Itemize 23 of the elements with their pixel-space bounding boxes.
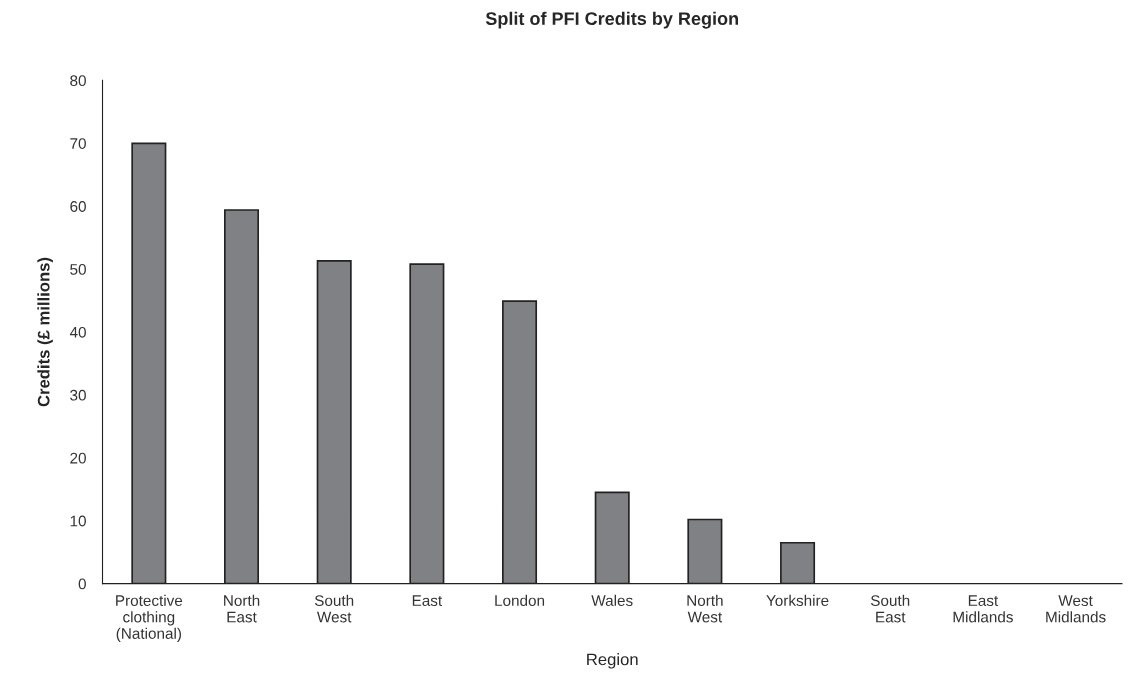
y-axis-title: Credits (£ millions) bbox=[37, 257, 53, 407]
x-tick-label: South East bbox=[870, 594, 910, 623]
y-tick-label: 40 bbox=[69, 326, 86, 338]
y-tick-label: 70 bbox=[70, 138, 86, 149]
y-tick-label: 50 bbox=[70, 263, 86, 275]
y-tick-label: 60 bbox=[70, 201, 86, 212]
x-tick-label: West Midlands bbox=[1046, 595, 1106, 623]
x-tick-label: Wales bbox=[591, 594, 633, 606]
y-tick-label: 10 bbox=[70, 515, 86, 527]
x-tick-label: London bbox=[495, 594, 545, 606]
y-tick-label: 0 bbox=[78, 578, 86, 590]
y-tick-label: 20 bbox=[70, 452, 86, 464]
y-tick-label: 30 bbox=[70, 389, 86, 401]
chart-title: Split of PFI Credits by Region bbox=[485, 11, 738, 29]
x-tick-label: North West bbox=[687, 594, 723, 623]
x-tick-label: Protective clothing (National) bbox=[116, 594, 183, 642]
y-tick-label: 80 bbox=[70, 75, 86, 87]
x-tick-label: Yorkshire bbox=[766, 594, 829, 606]
x-tick-label: East Midlands bbox=[953, 595, 1013, 623]
x-tick-label: South West bbox=[314, 594, 354, 623]
x-tick-label: North East bbox=[224, 594, 260, 623]
x-axis-title: Region bbox=[587, 653, 638, 669]
x-tick-label: East bbox=[412, 595, 443, 606]
